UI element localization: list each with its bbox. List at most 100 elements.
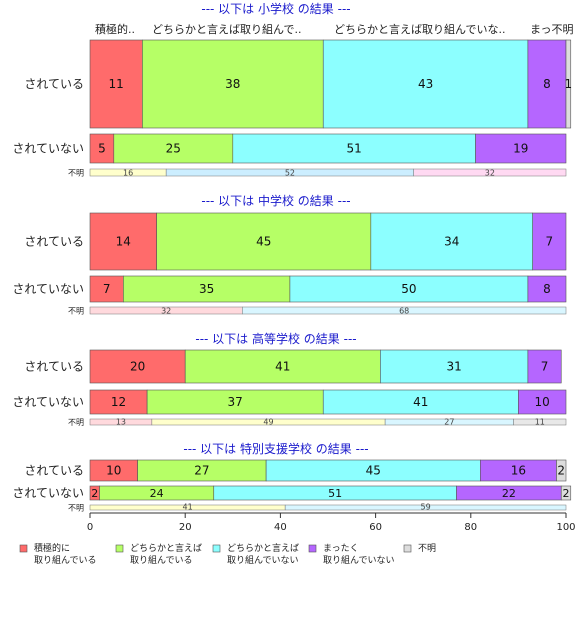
data-label: 24 <box>150 487 164 500</box>
x-tick-label: 80 <box>464 522 477 533</box>
data-label: 2 <box>557 464 565 478</box>
bar-segment <box>89 212 157 271</box>
row-label: されていない <box>12 142 84 156</box>
legend-label: どちらかと言えば <box>227 542 299 554</box>
bar-segment <box>527 349 562 384</box>
data-label: 45 <box>256 235 271 249</box>
row-label: されている <box>24 77 84 91</box>
bar-segment <box>527 39 567 129</box>
data-label: 59 <box>420 503 430 512</box>
bar-segment <box>322 389 519 415</box>
data-label: 38 <box>225 77 240 91</box>
legend-swatch <box>308 544 317 553</box>
data-label: 32 <box>485 169 495 178</box>
bar-segment <box>475 133 567 164</box>
data-label: 52 <box>285 169 295 178</box>
bar-segment <box>113 133 234 164</box>
bar-segment <box>142 39 324 129</box>
data-label: 43 <box>418 77 433 91</box>
legend-label: まったく <box>323 543 359 554</box>
data-label: 8 <box>543 282 551 296</box>
bar-segment <box>527 275 567 303</box>
data-label: 68 <box>399 307 409 316</box>
row-label: されている <box>24 360 84 374</box>
data-label: 27 <box>194 464 209 478</box>
bar-segment <box>322 39 529 129</box>
data-label: 34 <box>444 235 459 249</box>
legend-label: 取り組んでいない <box>323 554 395 566</box>
bar-segment <box>513 418 567 426</box>
legend-swatch <box>115 544 124 553</box>
data-label: 14 <box>116 235 131 249</box>
data-label: 37 <box>228 395 243 409</box>
data-label: 16 <box>511 464 526 478</box>
top-header-label: 積極的.. <box>95 22 135 36</box>
data-label: 49 <box>263 418 273 427</box>
row-label: 不明 <box>68 504 84 513</box>
data-label: 20 <box>130 360 145 374</box>
legend-label: 取り組んでいる <box>130 554 193 566</box>
row-label: 不明 <box>68 418 84 427</box>
data-label: 41 <box>275 360 290 374</box>
data-label: 11 <box>109 77 124 91</box>
bar-segment <box>89 389 148 415</box>
legend-label: 取り組んでいない <box>227 554 299 566</box>
data-label: 31 <box>446 360 461 374</box>
data-label: 11 <box>535 418 545 427</box>
bar-segment <box>89 39 143 129</box>
data-label: 2 <box>91 487 98 500</box>
panel-title: --- 以下は 特別支援学校 の結果 --- <box>183 441 368 456</box>
data-label: 8 <box>543 77 551 91</box>
data-label: 25 <box>166 142 181 156</box>
bar-segment <box>370 212 533 271</box>
data-label: 27 <box>444 418 454 427</box>
data-label: 7 <box>541 360 549 374</box>
data-label: 35 <box>199 282 214 296</box>
bar-segment <box>518 389 567 415</box>
row-label: されている <box>24 235 84 249</box>
bar-segment <box>89 349 186 384</box>
data-label: 10 <box>535 395 550 409</box>
data-label: 13 <box>116 418 126 427</box>
data-label: 19 <box>513 142 528 156</box>
bar-segment <box>123 275 291 303</box>
legend-label: どちらかと言えば <box>130 542 202 554</box>
bar-segment <box>232 133 476 164</box>
bar-segment <box>413 168 567 177</box>
bar-segment <box>242 306 567 315</box>
data-label: 51 <box>328 487 342 500</box>
row-label: 不明 <box>68 169 84 178</box>
data-label: 16 <box>123 169 133 178</box>
bar-segment <box>556 459 567 482</box>
data-label: 1 <box>565 77 573 91</box>
panel-title: --- 以下は 中学校 の結果 --- <box>201 193 350 208</box>
data-label: 5 <box>98 142 106 156</box>
bar-segment <box>284 504 567 511</box>
bar-segment <box>565 39 572 129</box>
panel-title: --- 以下は 小学校 の結果 --- <box>201 1 350 16</box>
panel-title: --- 以下は 高等学校 の結果 --- <box>195 331 356 346</box>
legend-swatch <box>403 544 412 553</box>
row-label: されている <box>24 464 84 478</box>
data-label: 45 <box>366 464 381 478</box>
row-label: されていない <box>12 395 84 409</box>
data-label: 12 <box>111 395 126 409</box>
bar-segment <box>532 212 567 271</box>
data-label: 51 <box>347 142 362 156</box>
legend-swatch <box>19 544 28 553</box>
data-label: 32 <box>161 307 171 316</box>
bar-segment <box>89 275 124 303</box>
x-tick-label: 40 <box>274 522 287 533</box>
x-tick-label: 20 <box>179 522 192 533</box>
top-header-label: まっ不明 <box>530 23 574 36</box>
legend-label: 不明 <box>418 543 436 554</box>
legend-swatch <box>212 544 221 553</box>
data-label: 50 <box>401 282 416 296</box>
x-tick-label: 0 <box>87 522 93 533</box>
bar-segment <box>560 485 572 501</box>
top-header-label: どちらかと言えば取り組んでいな.. <box>334 23 505 36</box>
data-label: 41 <box>413 395 428 409</box>
data-label: 7 <box>103 282 111 296</box>
data-label: 41 <box>182 503 192 512</box>
